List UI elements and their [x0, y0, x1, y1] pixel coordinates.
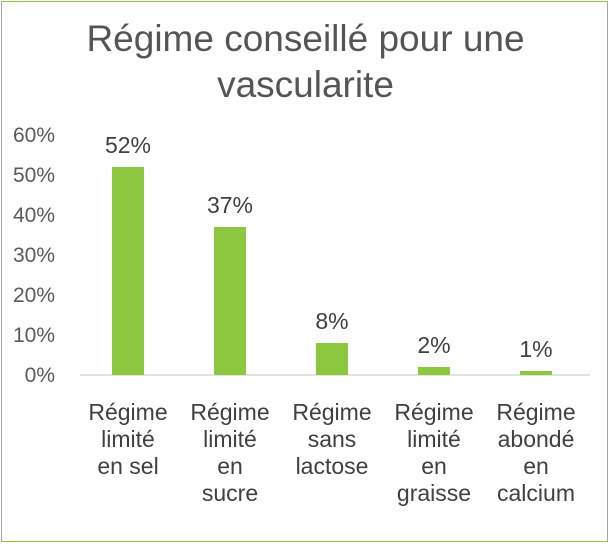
data-label: 37% [207, 192, 253, 218]
x-category-label: Régime abondé en calcium [496, 399, 575, 506]
x-category-label: Régime limité en sucre [190, 399, 269, 506]
x-category-label-line: en [523, 453, 549, 479]
x-category-label-line: limité [203, 426, 257, 452]
bar [316, 343, 348, 375]
x-category-label-line: sucre [202, 480, 258, 506]
chart-title: Régime conseillé pour une vascularite [0, 16, 611, 108]
x-category-label-line: en [421, 453, 447, 479]
x-category-label-line: Régime [496, 399, 575, 425]
y-tick-label: 40% [13, 204, 55, 227]
y-tick-label: 50% [13, 164, 55, 187]
x-category-label-line: en sel [97, 453, 158, 479]
x-category-label-line: en [217, 453, 243, 479]
y-tick-label: 0% [25, 364, 55, 387]
x-category-label: Régime limité en graisse [394, 399, 473, 506]
y-tick-label: 60% [13, 124, 55, 147]
x-category-label-line: limité [407, 426, 461, 452]
x-category-label-line: Régime [190, 399, 269, 425]
x-category-label-line: Régime [88, 399, 167, 425]
x-category-label-line: sans [308, 426, 357, 452]
bar [418, 367, 450, 375]
x-category-label-line: calcium [497, 480, 575, 506]
chart-title-line-1: Régime conseillé pour une [86, 18, 525, 59]
data-label: 52% [105, 132, 151, 158]
x-category-label-line: Régime [394, 399, 473, 425]
bar [520, 371, 552, 375]
data-label: 1% [519, 336, 552, 362]
x-category-label-line: abondé [498, 426, 575, 452]
y-tick-label: 30% [13, 244, 55, 267]
data-label: 2% [417, 332, 450, 358]
data-label: 8% [315, 308, 348, 334]
bar [112, 167, 144, 375]
x-category-label: Régime limité en sel [88, 399, 167, 479]
x-category-label-line: Régime [292, 399, 371, 425]
x-category-label-line: graisse [397, 480, 471, 506]
chart-title-line-2: vascularite [217, 64, 394, 105]
y-tick-label: 20% [13, 284, 55, 307]
x-category-label-line: lactose [296, 453, 369, 479]
y-tick-label: 10% [13, 324, 55, 347]
x-category-label-line: limité [101, 426, 155, 452]
bar [214, 227, 246, 375]
x-category-label: Régime sans lactose [292, 399, 371, 479]
